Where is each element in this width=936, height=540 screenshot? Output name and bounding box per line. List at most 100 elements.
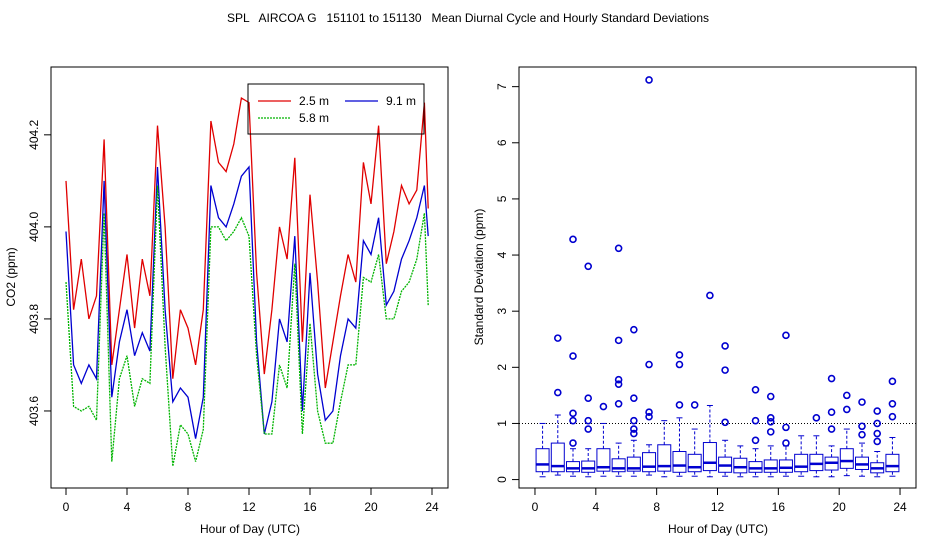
box-iqr bbox=[839, 448, 854, 469]
std-y-tick-label: 5 bbox=[495, 195, 509, 202]
co2-x-tick-label: 20 bbox=[364, 500, 378, 514]
boxplot bbox=[565, 235, 580, 477]
boxplot bbox=[794, 435, 809, 477]
outlier-point bbox=[766, 414, 775, 422]
co2-y-tick-label: 404.2 bbox=[27, 119, 41, 149]
legend: 2.5 m 9.1 m 5.8 m bbox=[247, 83, 425, 135]
box-iqr bbox=[687, 453, 702, 473]
boxplot bbox=[718, 342, 733, 477]
outlier-point bbox=[569, 416, 577, 425]
box-iqr bbox=[657, 444, 672, 472]
outlier-point bbox=[812, 414, 821, 422]
outlier-point bbox=[675, 360, 684, 369]
box-iqr bbox=[550, 442, 565, 473]
outlier-point bbox=[599, 402, 608, 411]
outlier-point bbox=[614, 244, 623, 253]
boxplot bbox=[626, 325, 641, 477]
std-boxplots bbox=[535, 76, 900, 478]
boxplot bbox=[824, 374, 839, 478]
boxplot bbox=[870, 407, 885, 478]
co2-series bbox=[65, 96, 429, 467]
outlier-point bbox=[690, 401, 699, 409]
outlier-point bbox=[721, 418, 729, 427]
outlier-point bbox=[675, 401, 684, 409]
co2-x-axis-title: Hour of Day (UTC) bbox=[200, 522, 300, 536]
std-y-tick-label: 6 bbox=[495, 139, 509, 146]
std-y-tick-label: 7 bbox=[495, 83, 509, 90]
boxplot bbox=[885, 377, 900, 477]
co2-x-tick-label: 4 bbox=[124, 500, 131, 514]
co2-y-tick-label: 403.8 bbox=[27, 304, 41, 334]
outlier-point bbox=[630, 429, 638, 438]
co2-x-tick-label: 0 bbox=[63, 500, 70, 514]
outlier-point bbox=[645, 76, 653, 84]
box-iqr bbox=[702, 442, 717, 472]
outlier-point bbox=[827, 374, 836, 383]
outlier-point bbox=[630, 325, 638, 334]
outlier-point bbox=[721, 366, 729, 374]
outlier-point bbox=[858, 422, 866, 431]
outlier-point bbox=[630, 425, 638, 433]
box-iqr bbox=[748, 461, 763, 473]
outlier-point bbox=[569, 439, 577, 447]
boxplot bbox=[611, 244, 626, 477]
outlier-point bbox=[569, 352, 577, 360]
outlier-point bbox=[827, 408, 836, 417]
co2-x-tick-label: 12 bbox=[242, 500, 256, 514]
boxplot bbox=[642, 76, 657, 476]
std-y-tick-label: 3 bbox=[495, 308, 509, 315]
co2-y-tick-label: 404.0 bbox=[27, 212, 41, 242]
outlier-point bbox=[827, 425, 836, 433]
outlier-point bbox=[766, 392, 775, 401]
outlier-point bbox=[888, 412, 897, 421]
outlier-point bbox=[706, 291, 714, 300]
boxplot bbox=[550, 334, 565, 476]
std-x-tick-label: 16 bbox=[772, 500, 786, 514]
box-iqr bbox=[672, 451, 687, 473]
chart-title: SPL AIRCOA G 151101 to 151130 Mean Diurn… bbox=[227, 11, 709, 25]
co2-y-tick-label: 403.6 bbox=[27, 396, 41, 426]
outlier-point bbox=[553, 334, 562, 342]
std-x-tick-label: 24 bbox=[893, 500, 907, 514]
co2-axes: 0 4 8 12 16 20 24 403.6 403.8 404.0 404.2 bbox=[27, 119, 439, 514]
boxplot bbox=[535, 422, 550, 478]
std-x-axis-title: Hour of Day (UTC) bbox=[668, 522, 768, 536]
outlier-point bbox=[858, 430, 866, 439]
box-iqr bbox=[596, 448, 611, 472]
boxplot bbox=[809, 414, 824, 478]
co2-x-tick-label: 24 bbox=[425, 500, 439, 514]
box-iqr bbox=[565, 461, 580, 473]
co2-y-axis-title: CO2 (ppm) bbox=[4, 247, 18, 306]
outlier-point bbox=[584, 394, 593, 402]
std-y-tick-label: 1 bbox=[495, 420, 509, 427]
std-x-tick-label: 0 bbox=[532, 500, 539, 514]
outlier-point bbox=[645, 412, 653, 421]
outlier-point bbox=[584, 262, 593, 271]
std-y-axis-title: Standard Deviation (ppm) bbox=[472, 209, 486, 346]
series-line-91m bbox=[65, 165, 429, 439]
boxplot bbox=[839, 391, 854, 477]
outlier-point bbox=[721, 342, 729, 350]
box-iqr bbox=[809, 453, 824, 472]
std-plot-frame bbox=[518, 66, 917, 489]
box-iqr bbox=[885, 453, 900, 473]
box-iqr bbox=[733, 457, 748, 474]
co2-diurnal-panel: 0 4 8 12 16 20 24 403.6 403.8 404.0 404.2 2.5 m 9.1… bbox=[4, 66, 449, 536]
legend-box bbox=[247, 83, 425, 135]
outlier-point bbox=[842, 405, 851, 414]
boxplot bbox=[581, 262, 596, 478]
legend-label-91m: 9.1 m bbox=[386, 94, 416, 108]
co2-x-tick-label: 16 bbox=[303, 500, 317, 514]
outlier-point bbox=[569, 409, 577, 418]
std-y-tick-label: 0 bbox=[495, 476, 509, 483]
co2-x-tick-label: 8 bbox=[185, 500, 192, 514]
outlier-point bbox=[614, 380, 623, 388]
outlier-point bbox=[751, 416, 760, 425]
outlier-point bbox=[584, 416, 593, 425]
outlier-point bbox=[888, 399, 897, 408]
boxplot bbox=[687, 401, 702, 477]
outlier-point bbox=[614, 336, 623, 345]
legend-label-25m: 2.5 m bbox=[299, 94, 329, 108]
box-iqr bbox=[581, 460, 596, 473]
